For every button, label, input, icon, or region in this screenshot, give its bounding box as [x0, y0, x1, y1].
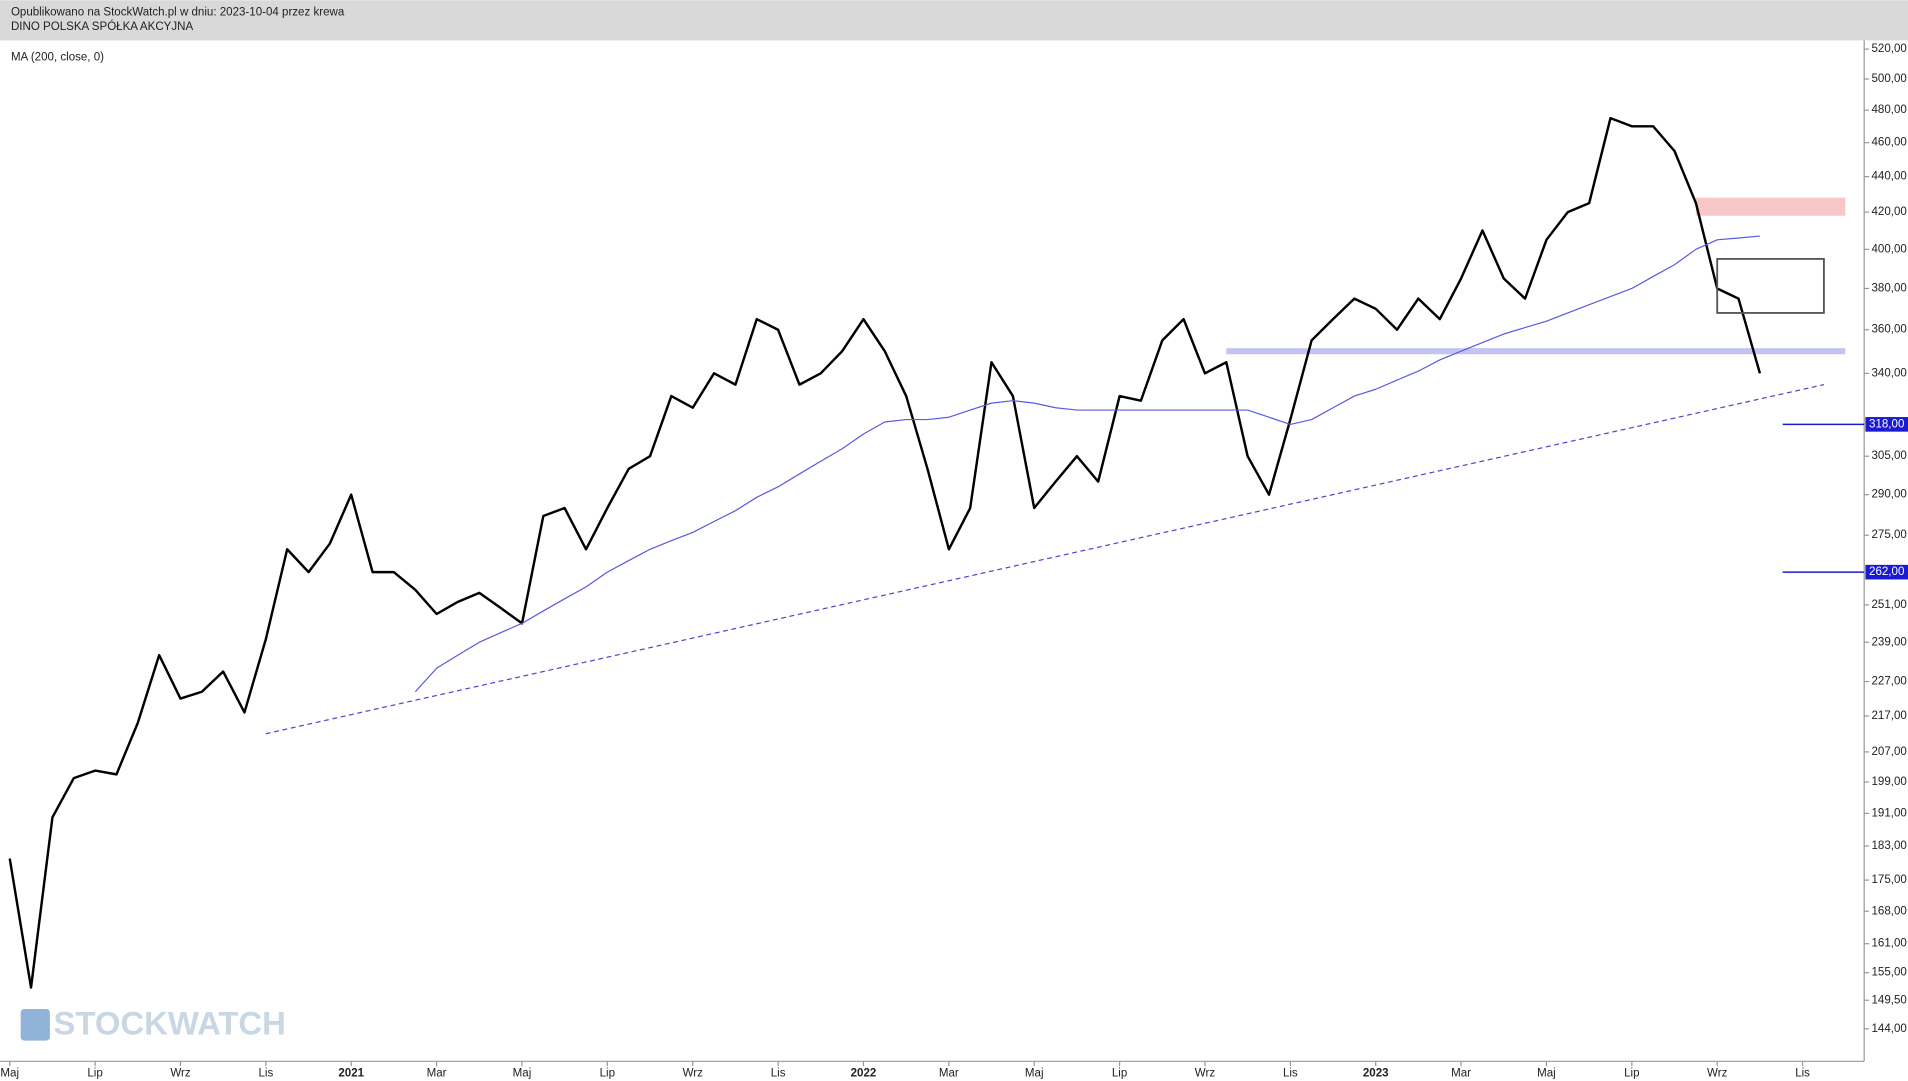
watermark-icon	[20, 1008, 50, 1041]
y-tick-label: 400,00	[1871, 243, 1906, 255]
indicator-label: MA (200, close, 0)	[11, 51, 104, 63]
y-tick-label: 144,00	[1871, 1023, 1906, 1035]
watermark-text: STOCKWATCH	[54, 1005, 286, 1042]
chart-title: Opublikowano na StockWatch.pl w dniu: 20…	[11, 6, 345, 18]
header-bar	[0, 0, 1908, 41]
y-tick-label: 161,00	[1871, 938, 1906, 950]
trendline	[265, 384, 1825, 735]
x-tick-label: Lis	[771, 1068, 786, 1080]
x-tick-label: Mar	[1451, 1068, 1471, 1080]
x-tick-label: 2022	[851, 1068, 877, 1080]
x-tick-label: Lip	[87, 1068, 102, 1080]
x-tick-label: Lis	[1795, 1068, 1810, 1080]
y-tick-label: 420,00	[1871, 206, 1906, 218]
x-tick-label: Lis	[258, 1068, 273, 1080]
price-line	[8, 116, 1762, 989]
resistance-zone	[1695, 197, 1846, 216]
x-tick-label: Maj	[0, 1068, 19, 1080]
x-tick-label: Lis	[1283, 1068, 1298, 1080]
y-tick-label: 440,00	[1871, 171, 1906, 183]
instrument-name: DINO POLSKA SPÓŁKA AKCYJNA	[11, 20, 194, 33]
level-label-box	[1865, 564, 1908, 580]
y-tick-label: 480,00	[1871, 104, 1906, 116]
y-tick-label: 217,00	[1871, 710, 1906, 722]
y-tick-label: 275,00	[1871, 529, 1906, 541]
x-tick-label: Maj	[1025, 1068, 1044, 1080]
x-tick-label: Wrz	[1707, 1068, 1728, 1080]
y-tick-label: 183,00	[1871, 840, 1906, 852]
y-tick-label: 149,50	[1871, 994, 1906, 1006]
x-tick-label: Wrz	[683, 1068, 704, 1080]
y-tick-label: 380,00	[1871, 283, 1906, 295]
x-tick-label: Wrz	[170, 1068, 191, 1080]
y-tick-label: 168,00	[1871, 905, 1906, 917]
x-tick-label: Maj	[513, 1068, 532, 1080]
x-tick-label: 2021	[338, 1068, 364, 1080]
watermark: STOCKWATCH	[20, 1005, 286, 1042]
y-tick-label: 175,00	[1871, 874, 1906, 886]
x-tick-label: Mar	[939, 1068, 959, 1080]
x-tick-label: Lip	[600, 1068, 615, 1080]
y-tick-label: 155,00	[1871, 967, 1906, 979]
x-tick-label: Wrz	[1195, 1068, 1216, 1080]
level-label: 318,00	[1869, 418, 1904, 430]
range-box	[1716, 258, 1825, 314]
y-tick-label: 290,00	[1871, 489, 1906, 501]
y-tick-label: 305,00	[1871, 450, 1906, 462]
y-tick-label: 199,00	[1871, 776, 1906, 788]
y-tick-label: 227,00	[1871, 676, 1906, 688]
y-tick-label: 239,00	[1871, 636, 1906, 648]
ma-line	[414, 235, 1760, 693]
y-tick-label: 460,00	[1871, 137, 1906, 149]
x-tick-label: Maj	[1537, 1068, 1556, 1080]
y-tick-label: 500,00	[1871, 73, 1906, 85]
y-tick-label: 251,00	[1871, 599, 1906, 611]
x-tick-label: Mar	[427, 1068, 447, 1080]
level-label: 262,00	[1869, 566, 1904, 578]
y-tick-label: 191,00	[1871, 807, 1906, 819]
x-tick-label: 2023	[1363, 1068, 1389, 1080]
y-tick-label: 340,00	[1871, 367, 1906, 379]
y-tick-label: 360,00	[1871, 324, 1906, 336]
level-label-box	[1865, 417, 1908, 432]
x-tick-label: Lip	[1112, 1068, 1127, 1080]
x-tick-label: Lip	[1624, 1068, 1639, 1080]
y-tick-label: 520,00	[1871, 43, 1906, 55]
y-tick-label: 207,00	[1871, 746, 1906, 758]
